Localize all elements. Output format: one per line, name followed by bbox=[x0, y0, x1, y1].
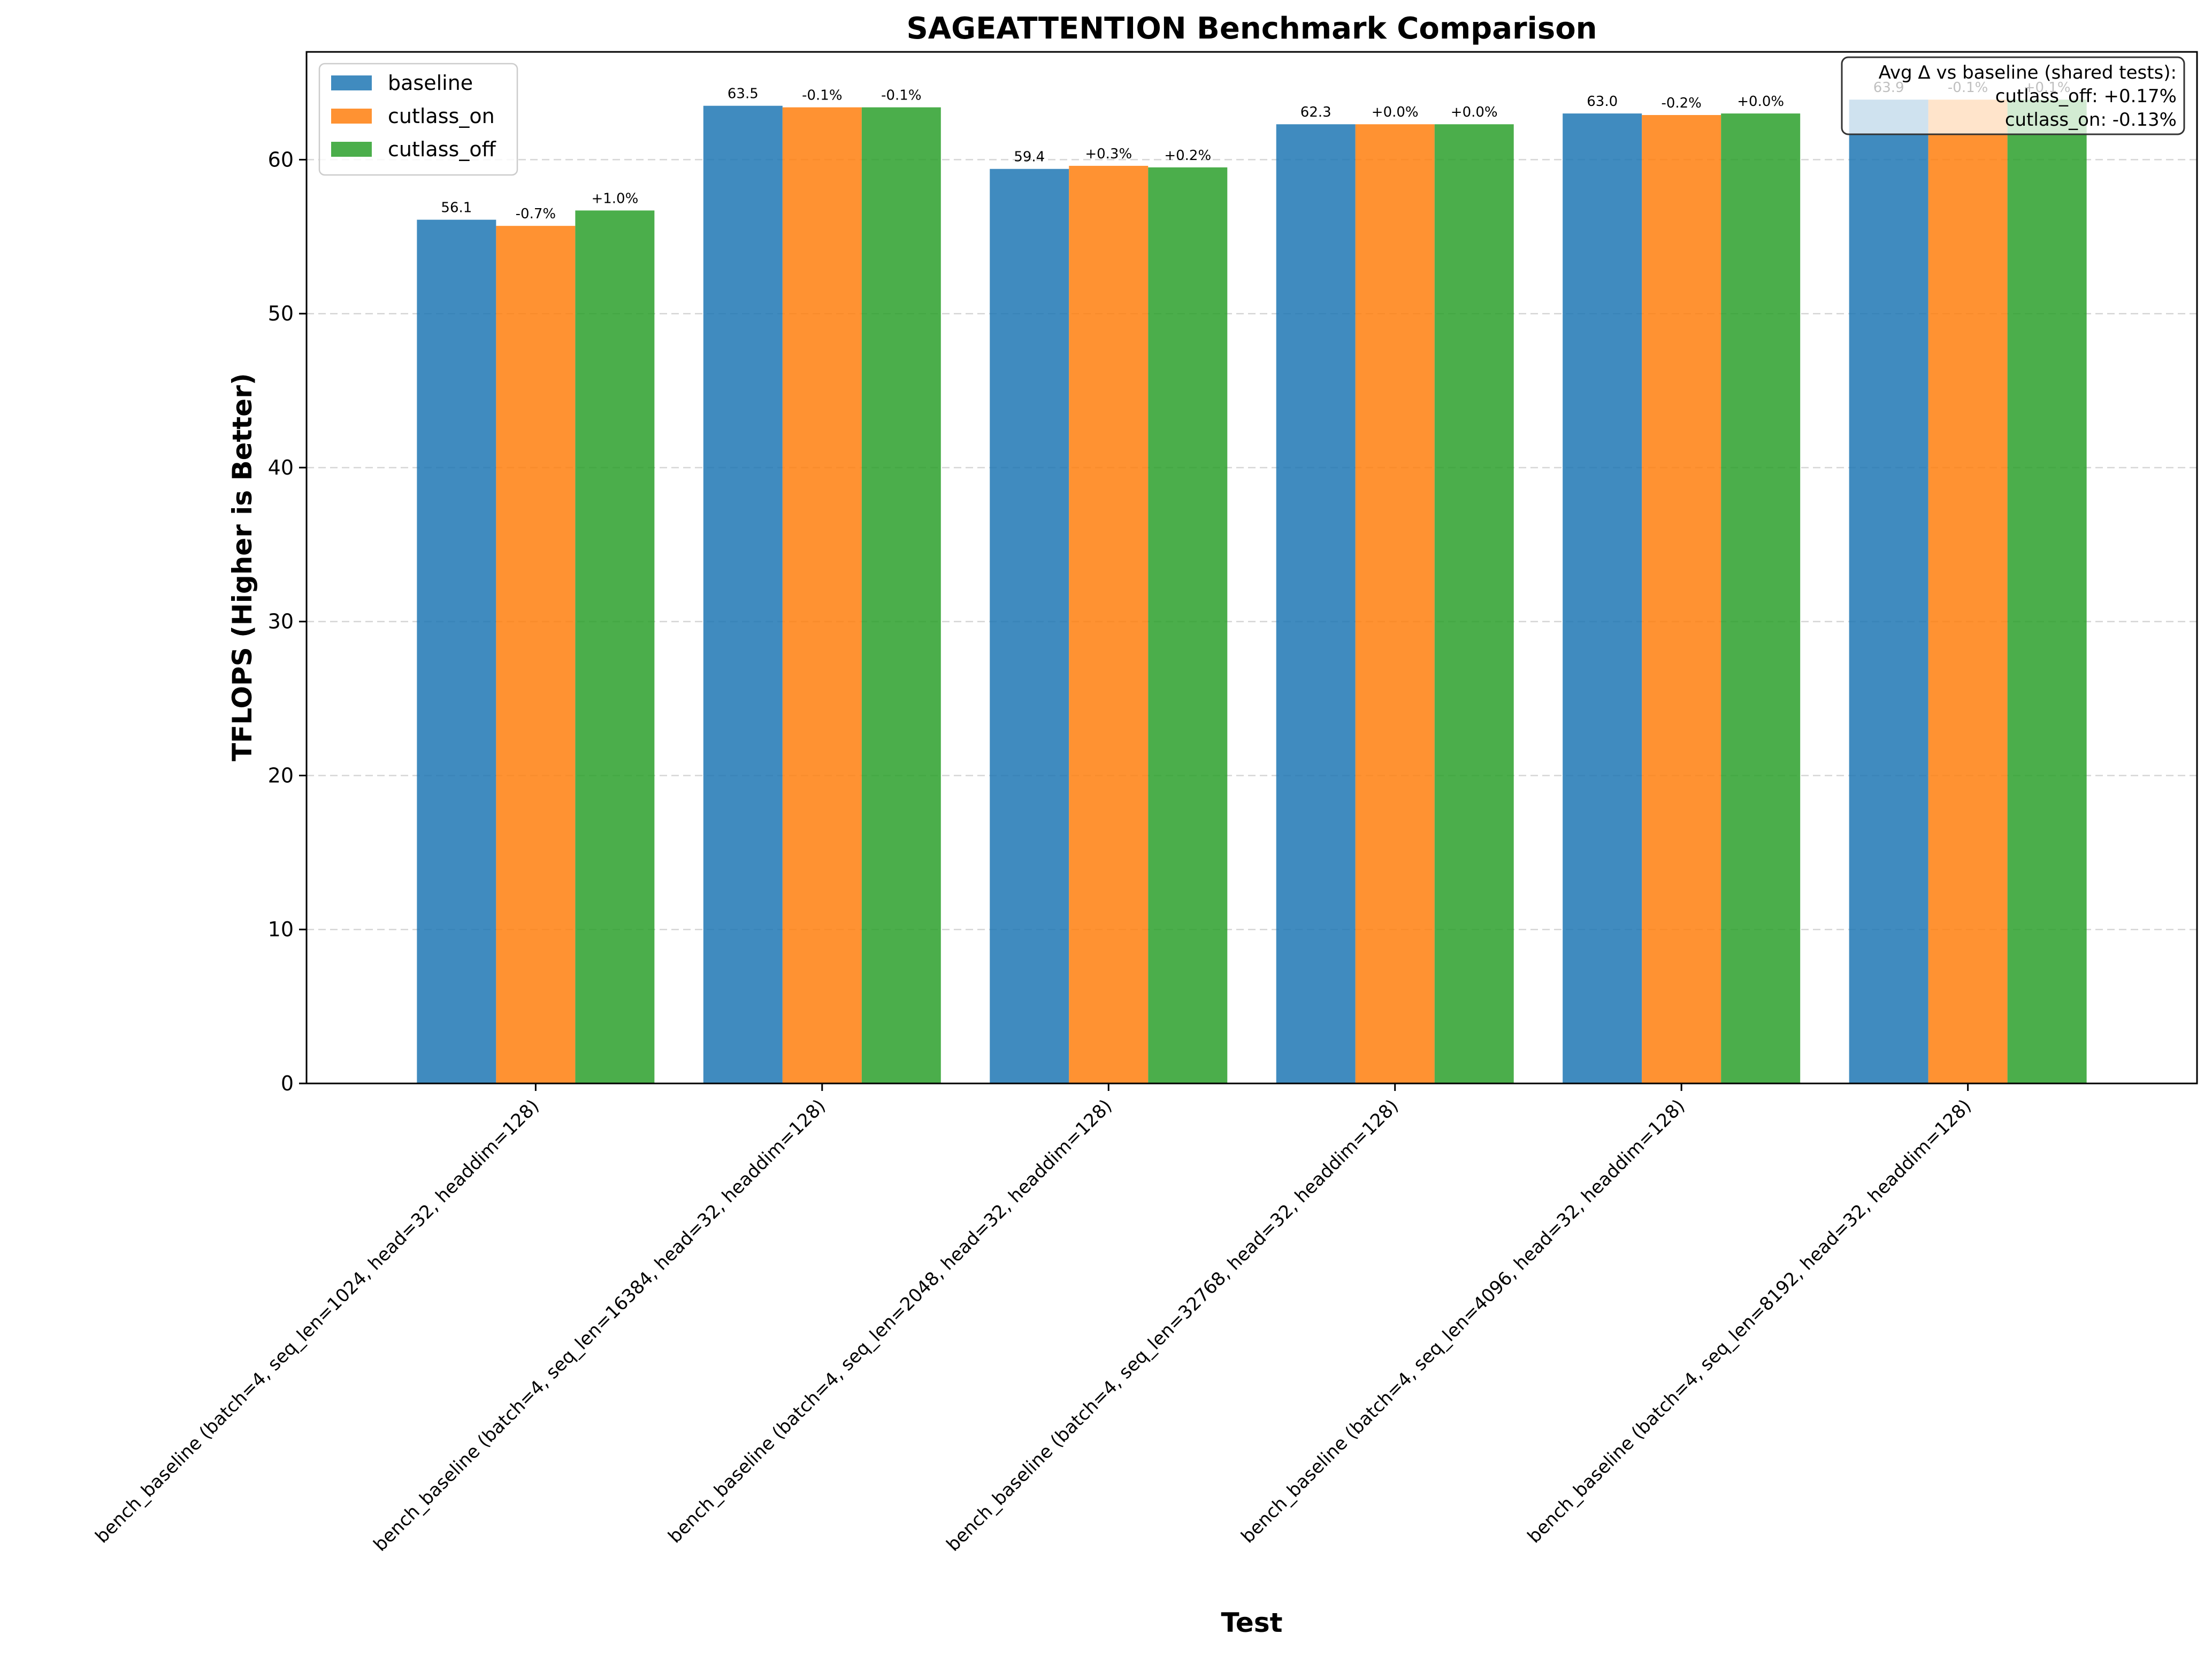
bar-value-label: +1.0% bbox=[591, 190, 638, 207]
bar-value-label: -0.1% bbox=[802, 88, 842, 104]
bar-cutlass_off bbox=[1434, 124, 1514, 1083]
bar-value-label: -0.2% bbox=[1661, 95, 1701, 111]
bar-cutlass_on bbox=[1642, 114, 1721, 1084]
bar-value-label: 63.5 bbox=[728, 86, 759, 102]
bar-cutlass_off bbox=[861, 107, 941, 1084]
bars bbox=[417, 100, 2087, 1084]
legend-label-cutlass_on: cutlass_on bbox=[388, 104, 495, 128]
y-tick-label: 10 bbox=[268, 918, 294, 941]
plot-frame bbox=[305, 51, 2198, 1085]
bar-baseline bbox=[1276, 124, 1356, 1083]
x-axis-label: Test bbox=[1221, 1607, 1282, 1638]
bar-baseline bbox=[990, 169, 1069, 1084]
bar-value-label: 63.0 bbox=[1587, 94, 1618, 110]
bar-value-label: 59.4 bbox=[1014, 149, 1045, 165]
bar-cutlass_on bbox=[1069, 165, 1149, 1083]
bar-value-label: +0.0% bbox=[1451, 104, 1498, 120]
average-delta-annotation: Avg Δ vs baseline (shared tests): cutlass… bbox=[1841, 56, 2185, 135]
bar-value-label: -0.7% bbox=[516, 206, 556, 222]
bar-value-label: 56.1 bbox=[441, 200, 472, 216]
y-tick-label: 60 bbox=[268, 148, 294, 171]
bar-cutlass_off bbox=[2007, 100, 2087, 1084]
legend-swatch-cutlass_off bbox=[331, 142, 372, 157]
legend-swatch-baseline bbox=[331, 75, 372, 90]
y-tick-label: 0 bbox=[281, 1072, 294, 1095]
legend-label-baseline: baseline bbox=[388, 71, 473, 95]
y-tick-label: 40 bbox=[268, 456, 294, 479]
bar-baseline bbox=[1849, 100, 1928, 1084]
legend: baseline cutlass_on cutlass_off bbox=[318, 63, 518, 176]
annotation-box bbox=[1841, 56, 2185, 135]
bar-cutlass_off bbox=[575, 210, 655, 1083]
y-tick-label: 30 bbox=[268, 610, 294, 633]
bar-cutlass_off bbox=[1148, 167, 1228, 1083]
bar-value-label: -0.1% bbox=[881, 88, 921, 104]
bar-cutlass_on bbox=[782, 107, 862, 1084]
annotation-line: Avg Δ vs baseline (shared tests): bbox=[1879, 62, 2177, 83]
y-tick-label: 50 bbox=[268, 302, 294, 325]
y-tick-label: 20 bbox=[268, 763, 294, 787]
bar-value-label: +0.3% bbox=[1085, 146, 1132, 162]
legend-label-cutlass_off: cutlass_off bbox=[388, 138, 496, 161]
legend-swatch-cutlass_on bbox=[331, 109, 372, 124]
bar-baseline bbox=[1563, 113, 1642, 1083]
axes bbox=[305, 51, 2198, 1085]
bar-value-label: 62.3 bbox=[1300, 104, 1331, 120]
bar-baseline bbox=[417, 219, 496, 1084]
bar-value-label: +0.2% bbox=[1164, 148, 1211, 164]
annotation-line: cutlass_off: +0.17% bbox=[1995, 86, 2177, 107]
bar-cutlass_on bbox=[496, 226, 576, 1083]
bar-baseline bbox=[703, 105, 783, 1083]
y-axis-ticks: 0 10 20 30 40 50 60 bbox=[268, 148, 307, 1095]
chart-title: SAGEATTENTION Benchmark Comparison bbox=[906, 11, 1597, 46]
y-axis-label: TFLOPS (Higher is Better) bbox=[227, 373, 258, 761]
bar-cutlass_off bbox=[1721, 113, 1801, 1083]
annotation-line: cutlass_on: -0.13% bbox=[2005, 109, 2177, 131]
bar-value-label: +0.0% bbox=[1372, 104, 1419, 120]
bar-cutlass_on bbox=[1928, 100, 2008, 1084]
bar-value-labels: 56.1 -0.7% +1.0% 63.5 -0.1% -0.1% 59.4 +0.3% +0.… bbox=[441, 80, 2070, 222]
bar-cutlass_on bbox=[1355, 124, 1435, 1083]
bar-value-label: +0.0% bbox=[1737, 94, 1784, 110]
